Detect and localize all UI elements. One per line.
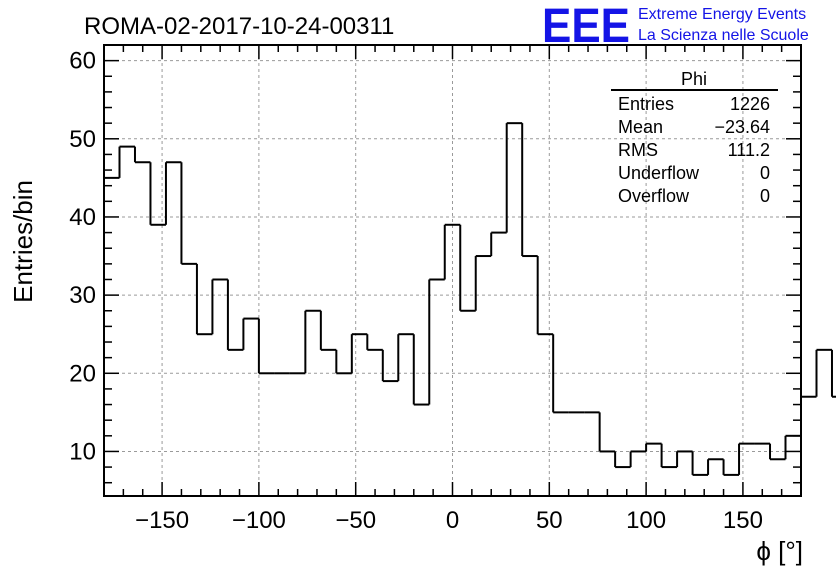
stats-label: RMS [618, 140, 658, 160]
histogram-series [104, 122, 836, 476]
y-tick-label: 60 [69, 48, 96, 75]
x-tick-label: 100 [626, 507, 666, 534]
chart-title: ROMA-02-2017-10-24-00311 [84, 13, 394, 40]
logo-line-2: La Scienza nelle Scuole [638, 27, 809, 44]
x-tick-label: 50 [536, 507, 563, 534]
stats-label: Entries [618, 94, 674, 114]
tick-labels: −150 −100 −50 0 50 100 150 10 20 30 40 50 60 [69, 48, 763, 534]
grid [104, 45, 801, 496]
logo-line-1: Extreme Energy Events [638, 6, 806, 23]
y-axis-label: Entries/bin [8, 180, 38, 303]
x-tick-label: −100 [232, 507, 286, 534]
y-tick-label: 20 [69, 360, 96, 387]
stats-value: 0 [760, 186, 770, 206]
y-tick-label: 10 [69, 438, 96, 465]
stats-label: Overflow [618, 186, 690, 206]
x-axis-label: ϕ [°] [756, 536, 803, 566]
eee-logo: EEE Extreme Energy Events La Scienza nel… [542, 0, 809, 53]
stats-value: 1226 [730, 94, 770, 114]
logo-mark: EEE [542, 0, 630, 53]
stats-value: 0 [760, 163, 770, 183]
y-tick-label: 50 [69, 126, 96, 153]
axis-ticks [103, 44, 802, 496]
stats-label: Mean [618, 117, 663, 137]
stats-rows: Entries 1226 Mean −23.64 RMS 111.2 Underflow 0 O… [618, 94, 770, 206]
x-tick-label: 0 [446, 507, 459, 534]
stats-title: Phi [681, 69, 707, 89]
stats-value: 111.2 [728, 140, 770, 160]
stats-box: Phi Entries 1226 Mean −23.64 RMS 111.2 Underfl… [611, 69, 778, 206]
stats-label: Underflow [618, 163, 700, 183]
x-tick-label: 150 [723, 507, 763, 534]
x-tick-label: −50 [335, 507, 376, 534]
y-tick-label: 30 [69, 282, 96, 309]
stats-value: −23.64 [714, 117, 770, 137]
y-tick-label: 40 [69, 204, 96, 231]
x-tick-label: −150 [135, 507, 189, 534]
